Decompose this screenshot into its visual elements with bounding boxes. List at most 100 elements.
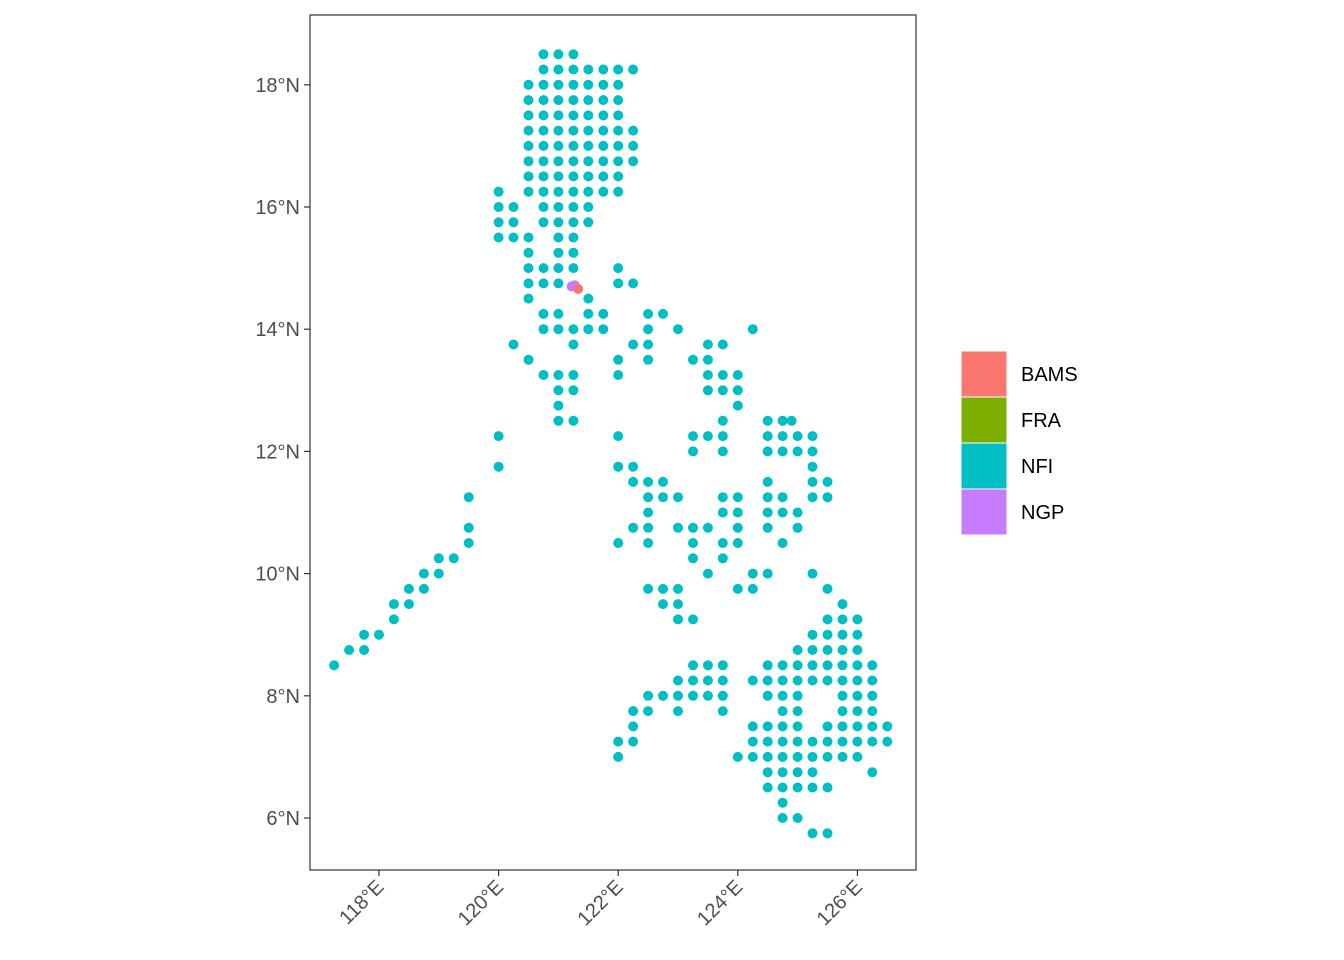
point-nfi <box>553 156 564 167</box>
point-nfi <box>568 339 579 350</box>
legend-key-bams <box>960 350 1008 398</box>
point-nfi <box>717 675 728 686</box>
point-nfi <box>359 629 370 640</box>
point-nfi <box>523 263 534 274</box>
point-nfi <box>568 324 579 335</box>
point-nfi <box>822 645 833 655</box>
point-nfi <box>538 125 549 136</box>
point-nfi <box>852 675 863 686</box>
point-nfi <box>508 202 519 212</box>
point-nfi <box>538 186 549 197</box>
point-nfi <box>702 568 713 579</box>
point-nfi <box>538 171 549 182</box>
point-nfi <box>792 767 803 778</box>
point-nfi <box>837 751 848 762</box>
point-nfi <box>822 629 833 640</box>
point-nfi <box>568 110 579 121</box>
point-nfi <box>433 553 444 564</box>
point-nfi <box>792 522 803 533</box>
point-nfi <box>553 186 564 197</box>
point-nfi <box>613 263 624 274</box>
point-nfi <box>673 522 683 533</box>
point-nfi <box>822 751 833 762</box>
point-nfi <box>523 186 534 197</box>
point-nfi <box>807 767 818 778</box>
point-nfi <box>702 339 713 350</box>
point-nfi <box>777 767 788 778</box>
point-nfi <box>822 782 833 793</box>
point-nfi <box>553 308 564 319</box>
point-nfi <box>643 492 654 503</box>
point-nfi <box>643 522 654 533</box>
point-nfi <box>762 721 773 732</box>
legend-label-fra: FRA <box>1021 410 1062 432</box>
point-nfi <box>822 736 833 747</box>
point-nfi <box>433 568 444 579</box>
point-nfi <box>837 629 848 640</box>
point-nfi <box>553 278 564 289</box>
point-nfi <box>553 415 564 426</box>
point-nfi <box>688 522 698 533</box>
point-nfi <box>762 690 773 701</box>
point-nfi <box>523 293 534 304</box>
point-nfi <box>837 660 848 671</box>
point-nfi <box>852 736 863 747</box>
point-nfi <box>613 125 624 136</box>
point-nfi <box>583 202 594 212</box>
point-nfi <box>463 522 474 533</box>
point-nfi <box>493 431 504 442</box>
point-nfi <box>374 629 384 640</box>
point-nfi <box>613 110 624 121</box>
point-nfi <box>807 461 818 472</box>
point-nfi <box>732 400 743 411</box>
point-nfi <box>658 599 668 610</box>
legend-key-fra <box>960 396 1008 444</box>
point-nfi <box>523 171 534 182</box>
point-nfi <box>598 308 609 319</box>
point-nfi <box>598 125 609 136</box>
point-nfi <box>523 110 534 121</box>
point-nfi <box>822 828 833 839</box>
point-nfi <box>553 385 564 396</box>
point-nfi <box>777 660 788 671</box>
point-nfi <box>732 583 743 594</box>
point-nfi <box>628 125 639 136</box>
point-nfi <box>702 675 713 686</box>
point-nfi <box>628 339 639 350</box>
point-nfi <box>747 568 758 579</box>
point-nfi <box>673 690 683 701</box>
y-tick-label: 12°N <box>255 441 300 463</box>
point-nfi <box>538 140 549 151</box>
point-nfi <box>613 79 624 90</box>
point-nfi <box>568 263 579 274</box>
point-nfi <box>867 767 878 778</box>
point-nfi <box>583 95 594 106</box>
y-tick-label: 16°N <box>255 197 300 219</box>
point-nfi <box>747 751 758 762</box>
point-nfi <box>747 324 758 335</box>
point-nfi <box>702 354 713 365</box>
point-nfi <box>403 599 414 610</box>
point-nfi <box>777 507 788 518</box>
point-nfi <box>762 767 773 778</box>
point-nfi <box>792 660 803 671</box>
point-nfi <box>673 675 683 686</box>
point-nfi <box>508 339 519 350</box>
point-nfi <box>643 690 654 701</box>
point-nfi <box>792 736 803 747</box>
point-nfi <box>583 293 594 304</box>
point-nfi <box>568 156 579 167</box>
point-nfi <box>628 461 639 472</box>
point-nfi <box>523 95 534 106</box>
point-nfi <box>658 690 668 701</box>
point-nfi <box>463 538 474 548</box>
point-nfi <box>867 675 878 686</box>
point-nfi <box>822 675 833 686</box>
point-nfi <box>643 583 654 594</box>
point-nfi <box>673 599 683 610</box>
point-nfi <box>777 782 788 793</box>
point-nfi <box>792 675 803 686</box>
point-nfi <box>508 217 519 228</box>
point-nfi <box>613 370 624 380</box>
